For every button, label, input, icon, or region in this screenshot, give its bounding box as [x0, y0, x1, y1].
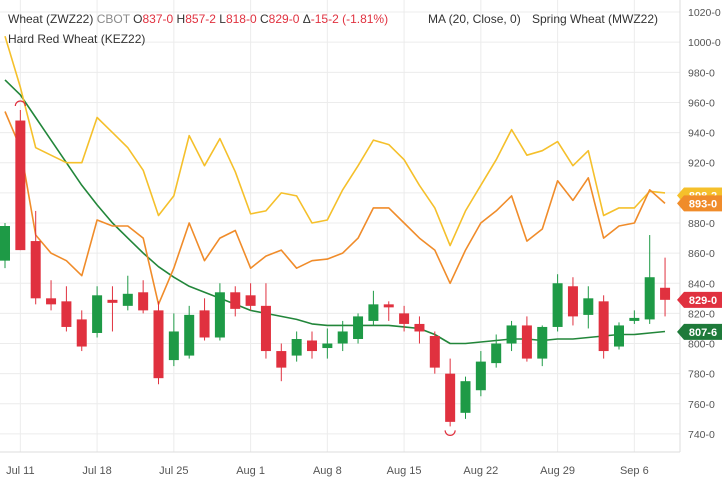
open-value: 837-0 — [142, 12, 174, 26]
candle-body — [644, 277, 655, 320]
x-tick-label: Aug 29 — [540, 465, 575, 477]
candle-body — [429, 335, 440, 368]
candle-body — [414, 323, 425, 332]
price-tag — [677, 323, 722, 340]
candle-body — [61, 301, 72, 327]
candle-body — [107, 299, 118, 303]
low-label: L — [219, 12, 226, 26]
candle-body — [353, 316, 364, 339]
change-value: -15-2 (-1.81%) — [310, 12, 389, 26]
low-marker — [444, 430, 456, 436]
candle-body — [368, 304, 379, 321]
exchange-label: CBOT — [96, 12, 130, 26]
candle-body — [276, 351, 287, 368]
candle-body — [92, 295, 103, 333]
high-value: 857-2 — [185, 12, 216, 26]
y-tick-label: 940-0 — [688, 128, 715, 140]
price-tag — [677, 195, 722, 212]
close-value: 829-0 — [268, 12, 300, 26]
candle-body — [291, 339, 302, 356]
y-tick-label: 740-0 — [688, 429, 715, 441]
candle-body — [322, 343, 333, 349]
low-value: 818-0 — [225, 12, 257, 26]
y-tick-label: 1020-0 — [688, 7, 721, 19]
series-line — [4, 79, 666, 345]
y-tick-label: 880-0 — [688, 218, 715, 230]
y-tick-label: 760-0 — [688, 399, 715, 411]
candle-body — [199, 310, 210, 338]
candle-body — [537, 326, 548, 359]
candle-body — [307, 340, 317, 352]
y-tick-label: 920-0 — [688, 158, 715, 170]
x-tick-label: Aug 1 — [236, 465, 265, 477]
candle-body — [475, 361, 486, 391]
candle-body — [567, 286, 578, 317]
price-tag-label: 893-0 — [689, 198, 717, 210]
high-marker — [14, 100, 26, 107]
candle-body — [76, 319, 87, 347]
x-tick-label: Aug 8 — [313, 465, 342, 477]
hard-red-wheat-legend: Hard Red Wheat (KEZ22) — [8, 32, 146, 46]
price-tag — [677, 291, 722, 308]
y-tick-label: 960-0 — [688, 97, 715, 109]
candle-body — [583, 298, 594, 315]
candle-body — [122, 293, 133, 306]
symbol-name: Wheat (ZWZ22) — [8, 12, 94, 26]
x-tick-label: Jul 11 — [6, 465, 35, 477]
candle-body — [383, 304, 394, 308]
x-tick-label: Jul 25 — [159, 465, 188, 477]
price-tag-label: 829-0 — [689, 295, 717, 307]
candle-body — [506, 325, 517, 344]
candle-body — [629, 317, 640, 321]
y-tick-label: 780-0 — [688, 369, 715, 381]
series-line — [4, 35, 666, 247]
x-tick-label: Aug 22 — [463, 465, 498, 477]
y-tick-label: 1000-0 — [688, 37, 721, 49]
candle-body — [168, 331, 179, 361]
y-tick-label: 980-0 — [688, 67, 715, 79]
candle-body — [445, 373, 456, 422]
ma-legend: MA (20, Close, 0) — [428, 12, 521, 26]
candle-body — [214, 292, 225, 338]
spring-wheat-legend: Spring Wheat (MWZ22) — [532, 12, 659, 26]
candle-body — [245, 295, 256, 306]
candle-body — [491, 343, 502, 364]
x-tick-label: Jul 18 — [82, 465, 111, 477]
candle-body — [0, 226, 10, 261]
candle-body — [138, 292, 149, 311]
y-tick-label: 840-0 — [688, 278, 715, 290]
candle-body — [660, 287, 671, 300]
series-line — [4, 111, 666, 306]
candle-body — [184, 314, 195, 356]
candle-body — [614, 325, 624, 347]
y-tick-label: 820-0 — [688, 308, 715, 320]
candle-body — [46, 298, 57, 305]
change-label: Δ — [302, 12, 311, 26]
candle-body — [230, 292, 241, 309]
price-tag-label: 807-6 — [689, 327, 717, 339]
chart-header: Wheat (ZWZ22) CBOT O837-0 H857-2 L818-0 … — [8, 12, 388, 26]
candle-body — [153, 310, 164, 379]
candle-body — [15, 120, 26, 251]
candle-body — [30, 241, 41, 299]
candle-body — [521, 325, 532, 359]
close-label: C — [260, 12, 269, 26]
candle-body — [260, 305, 271, 352]
high-label: H — [176, 12, 186, 26]
y-tick-label: 800-0 — [688, 339, 715, 351]
x-tick-label: Aug 15 — [387, 465, 422, 477]
candle-body — [337, 331, 348, 344]
y-tick-label: 860-0 — [688, 248, 715, 260]
candle-body — [460, 381, 471, 413]
candle-body — [399, 313, 410, 324]
open-label: O — [133, 12, 143, 26]
candle-body — [598, 301, 609, 352]
x-tick-label: Sep 6 — [620, 465, 649, 477]
candle-body — [552, 283, 563, 327]
